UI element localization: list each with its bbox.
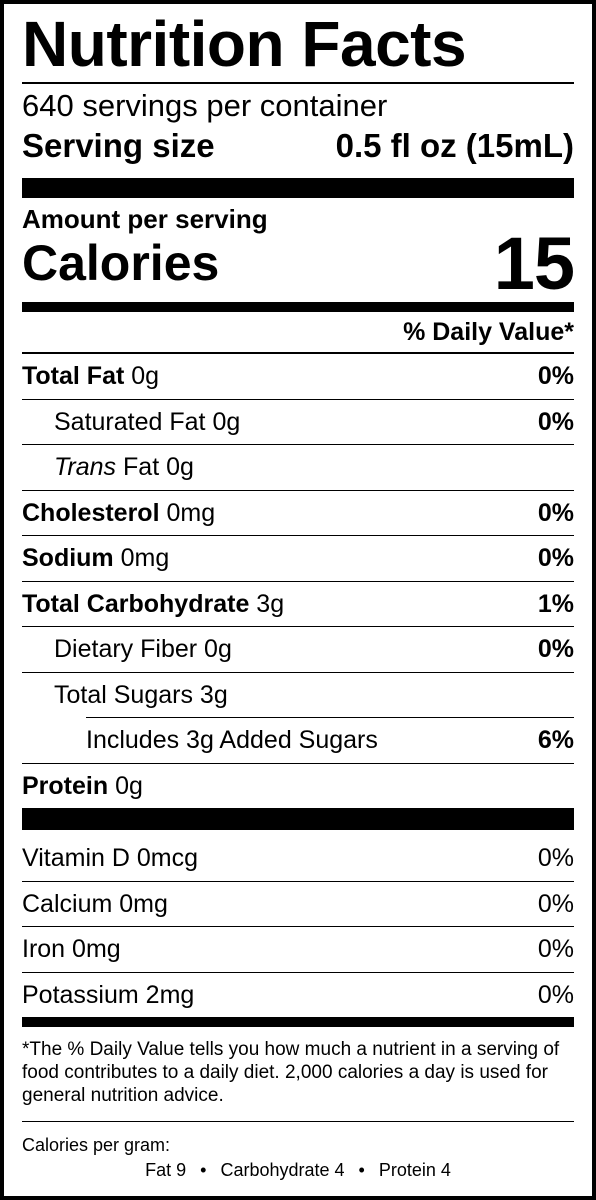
thick-divider-top: [22, 178, 574, 198]
nutrient-row-dietary-fiber: Dietary Fiber 0g 0%: [22, 627, 574, 672]
cpg-protein: Protein 4: [378, 1160, 451, 1180]
amount-per-serving: Amount per serving: [22, 204, 268, 234]
row-divider: [22, 881, 574, 882]
calories-row: Calories 15: [22, 222, 575, 305]
nutrient-dv: 1%: [537, 590, 574, 618]
vitamin-dv: 0%: [537, 890, 574, 918]
nutrient-row-total-carbohydrate: Total Carbohydrate 3g 1%: [22, 582, 574, 627]
cpg-fat: Fat 9: [145, 1160, 187, 1180]
nutrient-name: Total Carbohydrate: [22, 590, 250, 618]
row-divider: [22, 972, 574, 973]
label-title: Nutrition Facts: [22, 8, 467, 80]
row-divider: [22, 535, 574, 536]
row-divider: [22, 490, 574, 491]
nutrient-amount: 0g: [212, 408, 241, 436]
servings-per-container: 640 servings per container: [22, 88, 388, 123]
row-divider: [22, 581, 574, 582]
vitamin-dv: 0%: [537, 844, 574, 872]
row-divider: [86, 717, 574, 718]
nutrient-row-sodium: Sodium 0mg 0%: [22, 536, 574, 581]
nutrient-name-suffix: Fat: [123, 453, 160, 481]
vitamin-dv: 0%: [537, 935, 574, 963]
vitamin-amount: 0mg: [72, 935, 121, 963]
nutrient-name: Includes 3g Added Sugars: [86, 726, 378, 754]
serving-size-value: 0.5 fl oz (15mL): [335, 127, 574, 164]
nutrient-row-trans-fat: Trans Fat 0g: [22, 445, 574, 490]
vitamin-dv: 0%: [537, 981, 574, 1009]
vitamin-row-potassium: Potassium 2mg 0%: [22, 973, 574, 1018]
footnote-divider: [22, 1121, 574, 1122]
nutrient-name: Protein: [22, 772, 109, 800]
calories-value: 15: [493, 221, 575, 305]
vitamin-name: Iron: [22, 935, 66, 963]
nutrient-amount: 3g: [256, 590, 285, 618]
vitamin-row-vitamin-d: Vitamin D 0mcg 0%: [22, 836, 574, 881]
nutrient-amount: 0g: [131, 362, 160, 390]
daily-value-footnote: *The % Daily Value tells you how much a …: [22, 1039, 560, 1106]
nutrient-name: Cholesterol: [22, 499, 160, 527]
title-divider: [22, 82, 574, 84]
serving-size-label: Serving size: [22, 127, 215, 164]
row-divider: [22, 763, 574, 764]
vitamin-amount: 0mg: [119, 890, 168, 918]
nutrient-row-cholesterol: Cholesterol 0mg 0%: [22, 491, 574, 536]
vitamin-name: Vitamin D: [22, 844, 130, 872]
vitamin-row-iron: Iron 0mg 0%: [22, 927, 574, 972]
nutrient-name: Trans: [54, 453, 117, 481]
vitamin-row-calcium: Calcium 0mg 0%: [22, 882, 574, 927]
bullet-separator: •: [200, 1160, 207, 1180]
row-divider: [22, 444, 574, 445]
nutrient-amount: 0g: [115, 772, 143, 800]
nutrient-row-saturated-fat: Saturated Fat 0g 0%: [22, 400, 574, 445]
nutrient-name: Total Fat: [22, 362, 125, 390]
medium-divider: [22, 302, 574, 312]
nutrient-dv: 0%: [537, 408, 574, 436]
calories-per-gram-values: Fat 9 • Carbohydrate 4 • Protein 4: [4, 1159, 592, 1181]
thick-divider-vitamins: [22, 808, 574, 830]
cpg-carbohydrate: Carbohydrate 4: [220, 1160, 345, 1180]
serving-size-row: Serving size 0.5 fl oz (15mL): [22, 126, 574, 166]
nutrient-amount: 3g: [199, 681, 228, 709]
nutrient-row-total-sugars: Total Sugars 3g: [22, 673, 574, 718]
nutrient-name: Total Sugars: [54, 681, 193, 709]
vitamin-amount: 0mcg: [136, 844, 199, 872]
row-divider: [22, 672, 574, 673]
nutrient-name: Dietary Fiber: [54, 635, 198, 663]
daily-value-header: % Daily Value*: [403, 318, 574, 346]
nutrient-dv: 0%: [537, 362, 574, 390]
nutrient-dv: 0%: [537, 544, 574, 572]
medium-divider-footnote: [22, 1017, 574, 1027]
nutrient-amount: 0g: [166, 453, 194, 481]
nutrient-amount: 0mg: [120, 544, 170, 572]
row-divider: [22, 399, 574, 400]
nutrient-amount: 0g: [204, 635, 232, 663]
nutrient-dv: 0%: [537, 635, 574, 663]
calories-label: Calories: [22, 235, 220, 291]
nutrient-name: Saturated Fat: [54, 408, 206, 436]
vitamin-name: Calcium: [22, 890, 113, 918]
row-divider: [22, 926, 574, 927]
nutrient-row-total-fat: Total Fat 0g 0%: [22, 354, 574, 399]
row-divider: [22, 352, 574, 354]
vitamin-amount: 2mg: [145, 981, 195, 1009]
nutrient-row-protein: Protein 0g: [22, 764, 574, 809]
nutrient-amount: 0mg: [166, 499, 216, 527]
nutrient-name: Sodium: [22, 544, 114, 572]
nutrient-dv: 6%: [537, 726, 574, 754]
nutrient-dv: 0%: [537, 499, 574, 527]
vitamin-name: Potassium: [22, 981, 139, 1009]
bullet-separator: •: [358, 1160, 365, 1180]
calories-per-gram-label: Calories per gram:: [22, 1135, 171, 1155]
row-divider: [22, 626, 574, 627]
nutrient-row-added-sugars: Includes 3g Added Sugars 6%: [22, 718, 574, 763]
